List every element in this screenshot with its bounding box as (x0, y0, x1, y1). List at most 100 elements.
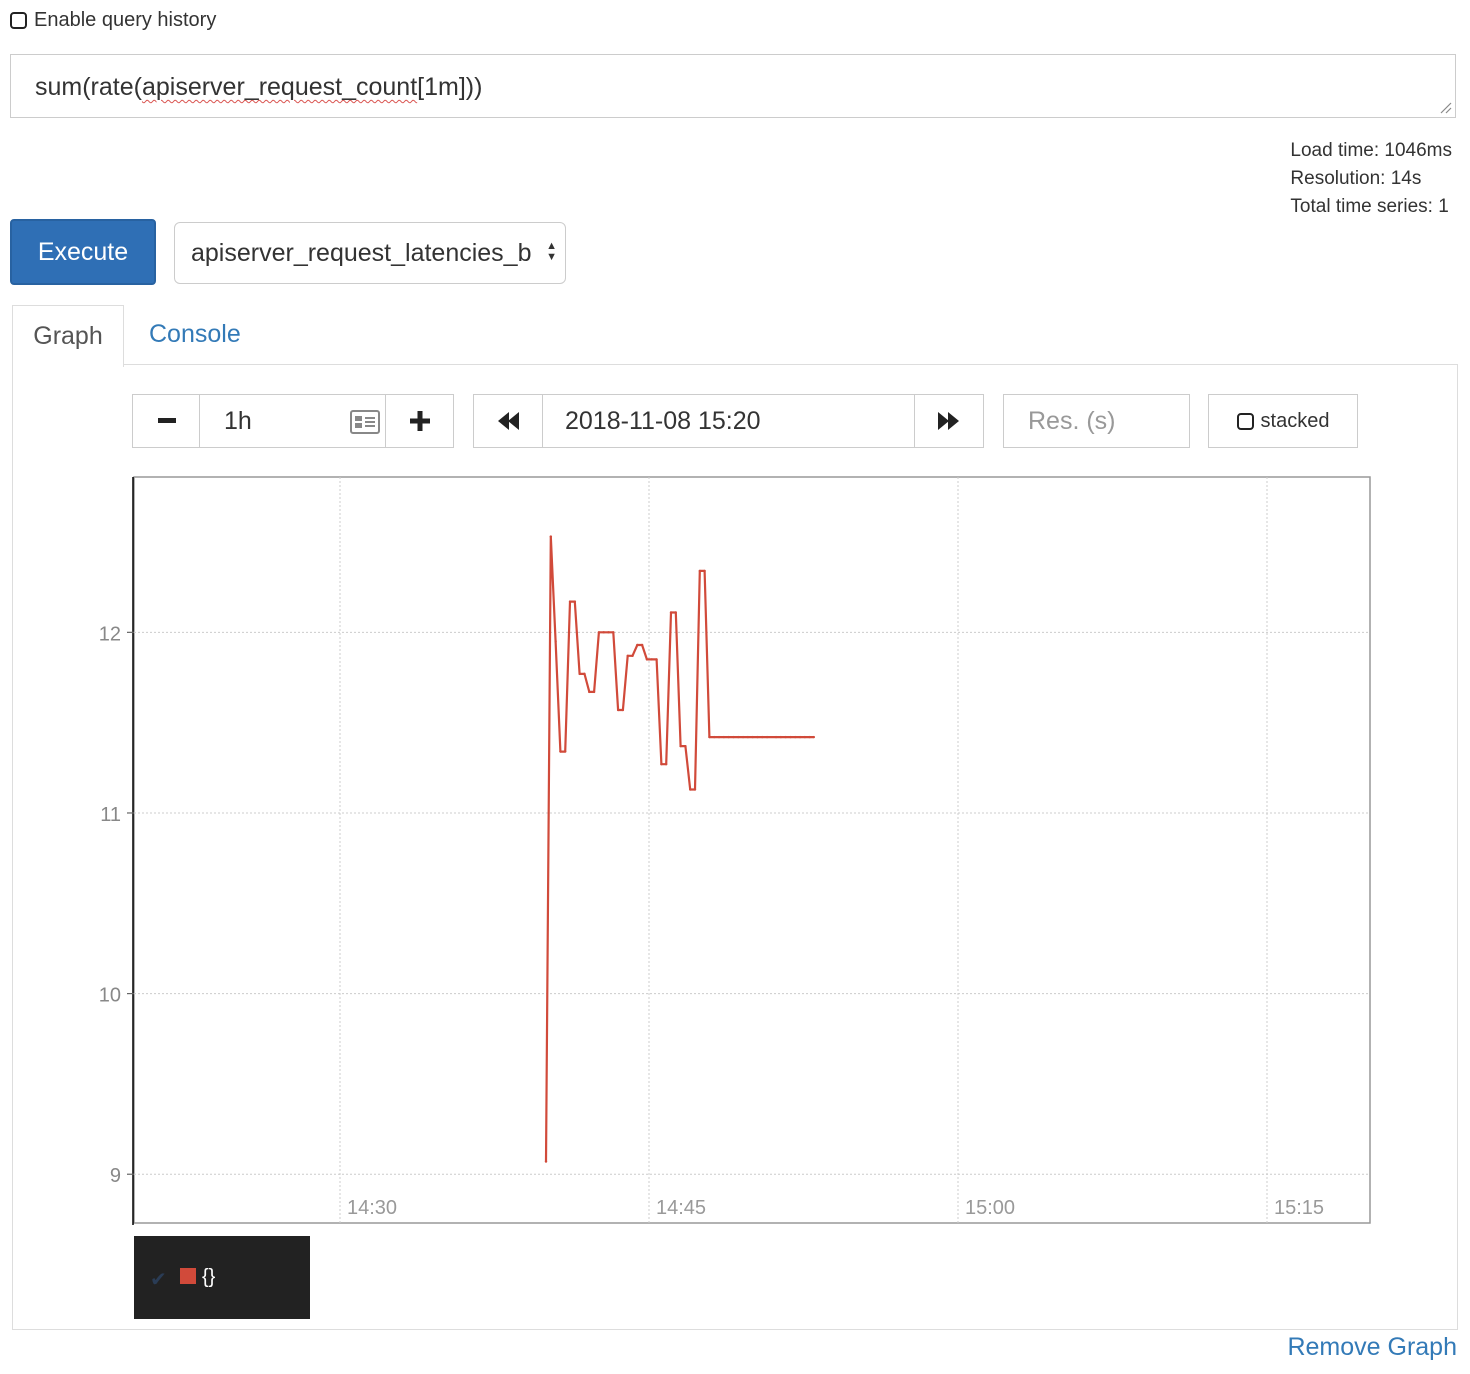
y-tick-label: 12 (99, 623, 121, 645)
series-point (544, 1160, 548, 1163)
series-point (588, 690, 591, 694)
legend: ✔ {} (134, 1236, 310, 1319)
series-point (703, 569, 706, 573)
series-point (774, 735, 778, 739)
range-value: 1h (224, 406, 252, 435)
series-point (727, 735, 730, 739)
series-point (794, 735, 797, 739)
x-tick-label: 15:15 (1274, 1197, 1324, 1219)
series-point (554, 640, 557, 643)
y-tick-label: 10 (99, 985, 121, 1007)
series-line-0 (544, 535, 814, 1162)
series-point (655, 658, 658, 661)
history-checkbox[interactable] (10, 11, 27, 29)
legend-check-icon[interactable]: ✔ (150, 1269, 167, 1291)
series-point (808, 735, 811, 739)
query-text: sum(rate(apiserver_request_count[1m])) (35, 73, 483, 101)
series-point (592, 690, 596, 694)
x-tick-label: 15:00 (965, 1197, 1015, 1219)
graph-panel (12, 364, 1458, 1330)
resolution-input[interactable]: Res. (s) (1003, 394, 1190, 448)
series-point (698, 569, 702, 573)
series-point (602, 631, 605, 634)
query-stats: Load time: 1046ms Resolution: 14s Total … (1290, 137, 1452, 221)
query-input[interactable]: sum(rate(apiserver_request_count[1m])) (10, 54, 1456, 118)
history-label: Enable query history (34, 8, 217, 31)
range-increase-button[interactable] (385, 394, 454, 448)
series-point (640, 643, 644, 647)
series-point (803, 735, 807, 739)
legend-series-label: {} (202, 1266, 216, 1288)
stacked-label: stacked (1260, 409, 1330, 432)
series-point (573, 600, 577, 603)
series-point (564, 750, 567, 753)
series-point (737, 735, 740, 739)
series-point (812, 735, 815, 739)
minus-icon (157, 418, 176, 423)
range-decrease-button[interactable] (132, 394, 201, 448)
remove-graph-link[interactable]: Remove Graph (1287, 1333, 1457, 1361)
series-point (664, 763, 668, 766)
series-point (765, 735, 769, 739)
series-point (583, 672, 586, 676)
execute-button[interactable]: Execute (10, 219, 156, 285)
series-point (784, 735, 787, 739)
y-tick-label: 9 (110, 1165, 121, 1187)
tab-console[interactable]: Console (149, 320, 241, 348)
series-point (717, 735, 721, 739)
series-point (568, 600, 572, 603)
series-point (746, 735, 750, 739)
series-point (631, 654, 634, 658)
plus-icon (409, 411, 430, 431)
series-point (616, 708, 620, 712)
resize-grip-icon[interactable] (1440, 102, 1452, 114)
end-time-value: 2018-11-08 15:20 (565, 406, 761, 435)
series-point (559, 750, 562, 753)
series-point (578, 672, 581, 676)
series-point (713, 735, 716, 739)
series-point (660, 763, 663, 766)
series-point (751, 735, 754, 739)
series-point (732, 735, 735, 739)
calendar-icon[interactable] (350, 410, 380, 434)
series-point (607, 631, 610, 634)
series-point (626, 654, 629, 658)
stacked-checkbox[interactable] (1236, 412, 1254, 430)
series-point (597, 631, 601, 634)
y-tick-label: 11 (100, 804, 121, 826)
series-point (722, 735, 726, 739)
series-point (612, 631, 615, 634)
load-time: Load time: 1046ms (1290, 140, 1452, 161)
series-point (645, 658, 649, 661)
range-input[interactable]: 1h (199, 394, 387, 448)
plot-area (133, 476, 1371, 1224)
time-back-button[interactable] (473, 394, 544, 448)
enable-query-history[interactable]: Enable query history (10, 8, 216, 32)
series-point (789, 735, 792, 739)
series-point (756, 735, 759, 739)
series-point (761, 735, 764, 739)
series-point (689, 788, 692, 791)
time-forward-button[interactable] (914, 394, 984, 448)
backward-icon (497, 412, 519, 430)
total-series: Total time series: 1 (1290, 196, 1449, 217)
end-time-input[interactable]: 2018-11-08 15:20 (542, 394, 916, 448)
series-point (636, 643, 639, 647)
series-point (684, 744, 687, 748)
series-point (679, 744, 682, 748)
series-point (798, 735, 802, 739)
select-arrows-icon: ▲ ▼ (546, 240, 557, 263)
legend-swatch (180, 1268, 196, 1284)
series-point (549, 535, 553, 538)
series-point (650, 658, 653, 661)
stacked-toggle[interactable]: stacked (1208, 394, 1358, 448)
resolution-stat: Resolution: 14s (1290, 168, 1422, 189)
series-point (674, 611, 677, 614)
tab-graph[interactable]: Graph (12, 305, 124, 367)
metric-select[interactable]: apiserver_request_latencies_b ▲ ▼ (174, 222, 566, 284)
query-metric: apiserver_request_count (141, 73, 418, 101)
series-point (621, 708, 625, 712)
series-point (779, 735, 783, 739)
forward-icon (938, 412, 959, 430)
